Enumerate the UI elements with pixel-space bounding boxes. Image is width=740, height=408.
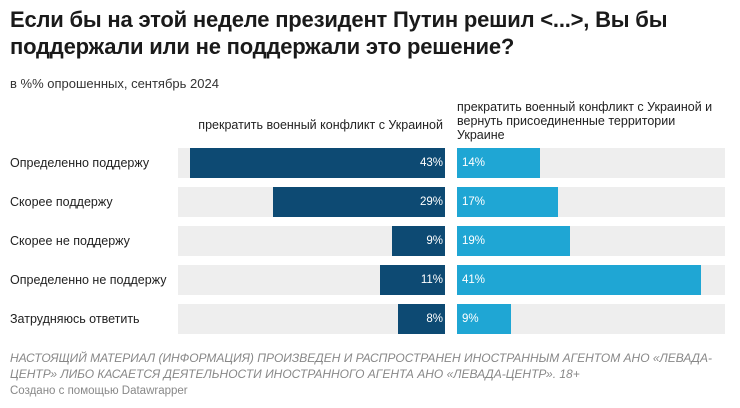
bar-track-series-2: 9% [457,304,725,334]
bar-series-2: 17% [457,187,559,217]
bar-track-series-1: 29% [178,187,445,217]
bar-series-1: 43% [189,148,445,178]
row-label: Скорее поддержу [10,195,113,209]
data-label-series-2: 9% [462,313,479,325]
bar-track-series-2: 17% [457,187,725,217]
bar-series-2: 14% [457,148,541,178]
data-label-series-1: 43% [419,157,443,169]
bar-series-2: 19% [457,226,571,256]
bar-track-series-1: 11% [178,265,445,295]
bar-series-1: 8% [397,304,445,334]
footer-credit: Создано с помощью Datawrapper [10,385,188,397]
bar-series-1: 9% [391,226,445,256]
bar-track-series-1: 8% [178,304,445,334]
row-label: Затрудняюсь ответить [10,312,140,326]
footer-disclaimer: НАСТОЯЩИЙ МАТЕРИАЛ (ИНФОРМАЦИЯ) ПРОИЗВЕД… [10,351,712,381]
data-label-series-1: 8% [426,313,443,325]
column-header-1: прекратить военный конфликт с Украиной [198,118,443,132]
bar-track-series-2: 41% [457,265,725,295]
data-label-series-1: 11% [420,274,443,286]
data-label-series-2: 17% [462,196,486,208]
data-label-series-2: 41% [462,274,486,286]
data-label-series-1: 9% [426,235,443,247]
bar-series-2: 9% [457,304,511,334]
bar-series-2: 41% [457,265,702,295]
bar-series-1: 29% [272,187,445,217]
bar-track-series-2: 14% [457,148,725,178]
row-label: Определенно поддержу [10,156,150,170]
bar-track-series-2: 19% [457,226,725,256]
bar-track-series-1: 43% [178,148,445,178]
data-label-series-2: 14% [462,157,486,169]
row-label: Скорее не поддержу [10,234,130,248]
bar-series-1: 11% [379,265,445,295]
bar-track-series-1: 9% [178,226,445,256]
data-label-series-2: 19% [462,235,486,247]
row-label: Определенно не поддержу [10,273,167,287]
column-header-2: прекратить военный конфликт с Украиной и… [457,100,713,142]
chart-title: Если бы на этой неделе президент Путин р… [10,7,668,59]
chart-subtitle: в %% опрошенных, сентябрь 2024 [10,76,219,91]
data-label-series-1: 29% [419,196,443,208]
